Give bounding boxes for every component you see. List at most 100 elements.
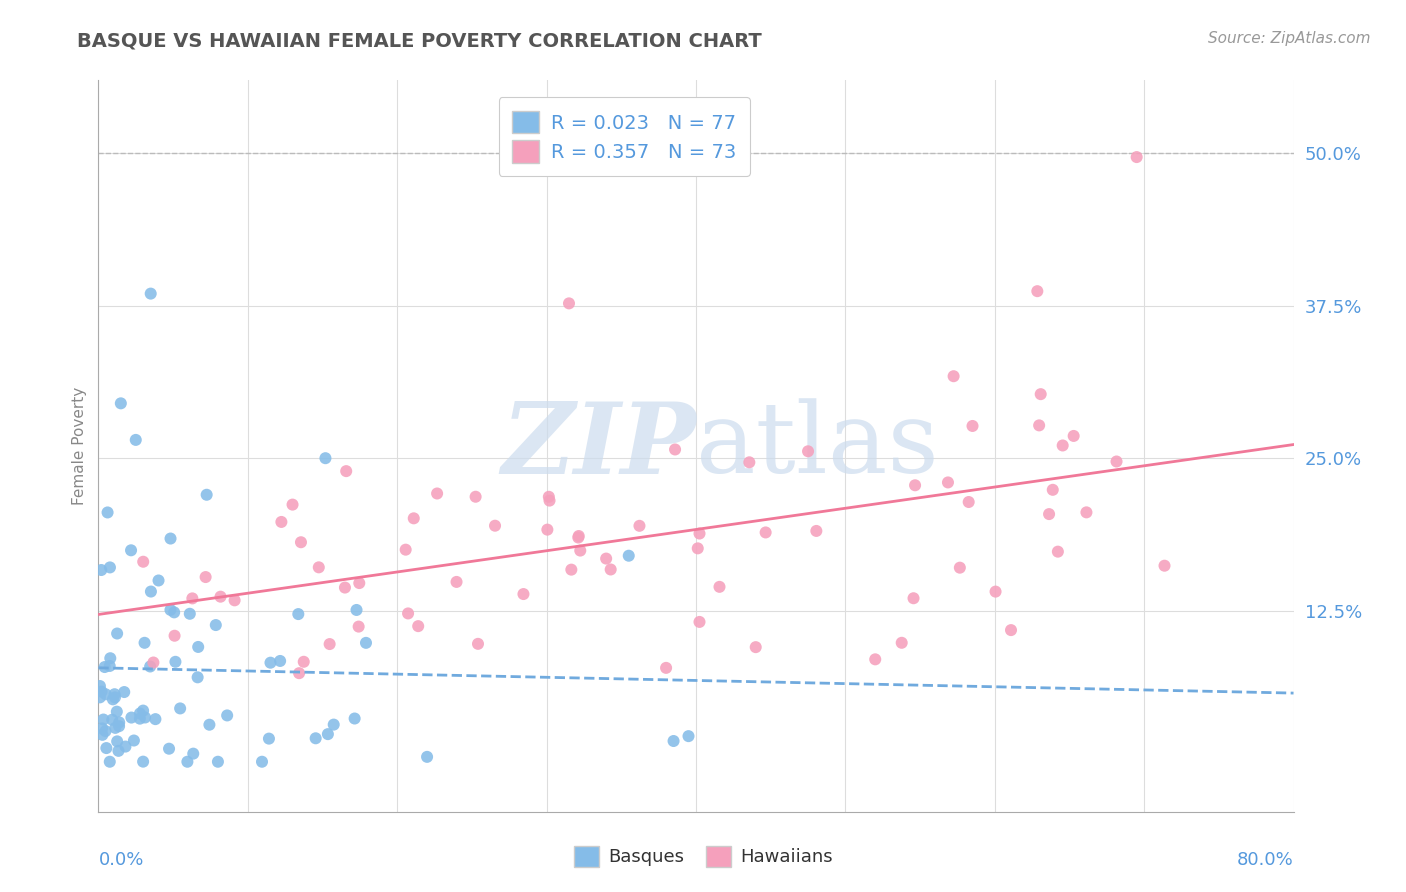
Point — [142, 656, 165, 670]
Point — [936, 475, 959, 490]
Point — [537, 490, 560, 504]
Point — [1052, 438, 1074, 452]
Point — [446, 574, 468, 589]
Point — [93, 713, 115, 727]
Point — [755, 525, 778, 540]
Point — [318, 637, 340, 651]
Point — [145, 712, 167, 726]
Point — [194, 570, 217, 584]
Point — [187, 640, 209, 654]
Point — [797, 444, 820, 458]
Point — [664, 442, 686, 457]
Point — [464, 490, 486, 504]
Point — [105, 705, 128, 719]
Point — [90, 684, 112, 698]
Point — [689, 615, 711, 629]
Point — [617, 549, 640, 563]
Point — [903, 591, 925, 606]
Point — [484, 518, 506, 533]
Point — [416, 749, 439, 764]
Point — [689, 526, 711, 541]
Point — [655, 661, 678, 675]
Point — [209, 590, 232, 604]
Point — [1026, 284, 1049, 298]
Text: 80.0%: 80.0% — [1237, 851, 1294, 869]
Point — [98, 651, 121, 665]
Point — [396, 607, 419, 621]
Point — [738, 455, 761, 469]
Text: Source: ZipAtlas.com: Source: ZipAtlas.com — [1208, 31, 1371, 46]
Point — [890, 636, 912, 650]
Point — [678, 729, 700, 743]
Point — [962, 419, 984, 434]
Point — [426, 486, 449, 500]
Point — [686, 541, 709, 556]
Point — [957, 495, 980, 509]
Text: ZIP: ZIP — [501, 398, 696, 494]
Point — [108, 715, 131, 730]
Point — [305, 731, 328, 746]
Point — [98, 560, 121, 574]
Point — [347, 619, 370, 633]
Point — [176, 755, 198, 769]
Y-axis label: Female Poverty: Female Poverty — [72, 387, 87, 505]
Point — [662, 734, 685, 748]
Point — [163, 606, 186, 620]
Point — [1042, 483, 1064, 497]
Point — [288, 666, 311, 681]
Point — [322, 717, 344, 731]
Point — [98, 659, 121, 673]
Point — [98, 755, 121, 769]
Point — [558, 296, 581, 310]
Point — [512, 587, 534, 601]
Point — [207, 755, 229, 769]
Point — [120, 543, 142, 558]
Point — [132, 555, 155, 569]
Point — [335, 464, 357, 478]
Point — [806, 524, 828, 538]
Point — [250, 755, 273, 769]
Point — [1105, 454, 1128, 468]
Legend: R = 0.023   N = 77, R = 0.357   N = 73: R = 0.023 N = 77, R = 0.357 N = 73 — [499, 97, 749, 177]
Point — [101, 692, 124, 706]
Point — [198, 717, 221, 731]
Point — [259, 656, 281, 670]
Point — [865, 652, 887, 666]
Point — [1028, 418, 1050, 433]
Point — [1046, 544, 1069, 558]
Text: BASQUE VS HAWAIIAN FEMALE POVERTY CORRELATION CHART: BASQUE VS HAWAIIAN FEMALE POVERTY CORREL… — [77, 31, 762, 50]
Point — [217, 708, 239, 723]
Point — [269, 654, 291, 668]
Point — [134, 636, 156, 650]
Point — [949, 560, 972, 574]
Point — [595, 551, 617, 566]
Point — [467, 637, 489, 651]
Point — [316, 727, 339, 741]
Point — [224, 593, 246, 607]
Point — [112, 685, 135, 699]
Point — [346, 603, 368, 617]
Point — [395, 542, 418, 557]
Point — [91, 722, 114, 736]
Point — [89, 679, 111, 693]
Point — [1038, 507, 1060, 521]
Point — [538, 493, 561, 508]
Point — [1029, 387, 1052, 401]
Point — [1063, 429, 1085, 443]
Legend: Basques, Hawaiians: Basques, Hawaiians — [567, 838, 839, 874]
Point — [1153, 558, 1175, 573]
Point — [165, 655, 187, 669]
Point — [101, 713, 124, 727]
Point — [1000, 623, 1022, 637]
Point — [709, 580, 731, 594]
Point — [204, 618, 226, 632]
Point — [128, 712, 150, 726]
Point — [129, 706, 152, 721]
Point — [103, 687, 125, 701]
Point — [308, 560, 330, 574]
Point — [159, 603, 181, 617]
Point — [94, 724, 117, 739]
Point — [110, 396, 132, 410]
Point — [108, 719, 131, 733]
Point — [1125, 150, 1147, 164]
